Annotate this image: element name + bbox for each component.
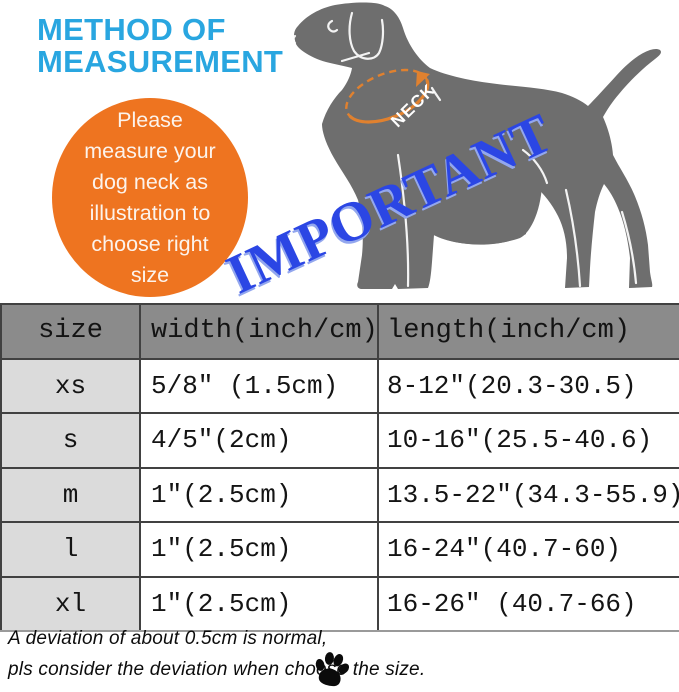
dog-belly-patch — [432, 170, 543, 245]
dog-jaw-line — [340, 51, 371, 63]
header-size: size — [0, 303, 141, 360]
cell-size: m — [0, 466, 141, 523]
header-width: width(inch/cm) — [139, 303, 379, 360]
table-header-row: size width(inch/cm) length(inch/cm) — [0, 303, 679, 360]
note-line: choose right — [91, 232, 209, 256]
cell-width: 4/5″(2cm) — [139, 412, 379, 469]
table-row: l 1″(2.5cm) 16-24″(40.7-60) — [0, 521, 679, 578]
deviation-note-line1: A deviation of about 0.5cm is normal, — [8, 628, 328, 649]
header-length: length(inch/cm) — [377, 303, 679, 360]
dog-silhouette-svg: NECK — [292, 2, 661, 289]
table-row: xl 1″(2.5cm) 16-26″ (40.7-66) — [0, 575, 679, 632]
table-row: xs 5/8″ (1.5cm) 8-12″(20.3-30.5) — [0, 357, 679, 414]
cell-length: 10-16″(25.5-40.6) — [377, 412, 679, 469]
measure-note-circle: Please measure your dog neck as illustra… — [52, 98, 248, 297]
neck-ring-arrowhead — [416, 71, 430, 87]
note-line: illustration to — [89, 201, 211, 225]
dog-eye-line — [327, 19, 339, 33]
cell-width: 1″(2.5cm) — [139, 466, 379, 523]
cell-width: 1″(2.5cm) — [139, 575, 379, 632]
page-title-line2: MEASUREMENT — [37, 44, 284, 80]
cell-size: l — [0, 521, 141, 578]
cell-length: 13.5-22″(34.3-55.9) — [377, 466, 679, 523]
dog-thigh-line — [521, 148, 549, 185]
table-row: m 1″(2.5cm) 13.5-22″(34.3-55.9) — [0, 466, 679, 523]
table-row: s 4/5″(2cm) 10-16″(25.5-40.6) — [0, 412, 679, 469]
page-title-line1: METHOD OF — [37, 12, 226, 47]
note-line: measure your — [84, 139, 216, 163]
paw-print-icon — [315, 652, 350, 687]
cell-length: 16-26″ (40.7-66) — [377, 575, 679, 632]
dog-hind-leg-line — [564, 188, 582, 288]
note-line: size — [130, 263, 170, 287]
cell-size: s — [0, 412, 141, 469]
dog-nostril-line — [292, 34, 297, 45]
dog-detail-lines — [292, 11, 638, 288]
note-line: Please — [117, 108, 183, 132]
dog-ear-line — [348, 11, 385, 60]
dog-shoulder-line — [430, 86, 442, 102]
note-line: dog neck as — [92, 170, 208, 194]
dog-far-leg-line — [620, 210, 638, 285]
size-chart-table: size width(inch/cm) length(inch/cm) xs 5… — [0, 303, 679, 632]
cell-size: xl — [0, 575, 141, 632]
cell-length: 16-24″(40.7-60) — [377, 521, 679, 578]
dog-body-shape — [294, 2, 661, 289]
cell-size: xs — [0, 357, 141, 414]
deviation-note-line2: pls consider the deviation when choose t… — [8, 659, 426, 680]
dog-front-leg-line — [396, 153, 410, 288]
cell-width: 5/8″ (1.5cm) — [139, 357, 379, 414]
cell-width: 1″(2.5cm) — [139, 521, 379, 578]
neck-measure-ring — [344, 68, 430, 124]
cell-length: 8-12″(20.3-30.5) — [377, 357, 679, 414]
dog-illustration: NECK — [282, 0, 667, 300]
page-title: METHOD OF MEASUREMENT — [37, 12, 284, 80]
